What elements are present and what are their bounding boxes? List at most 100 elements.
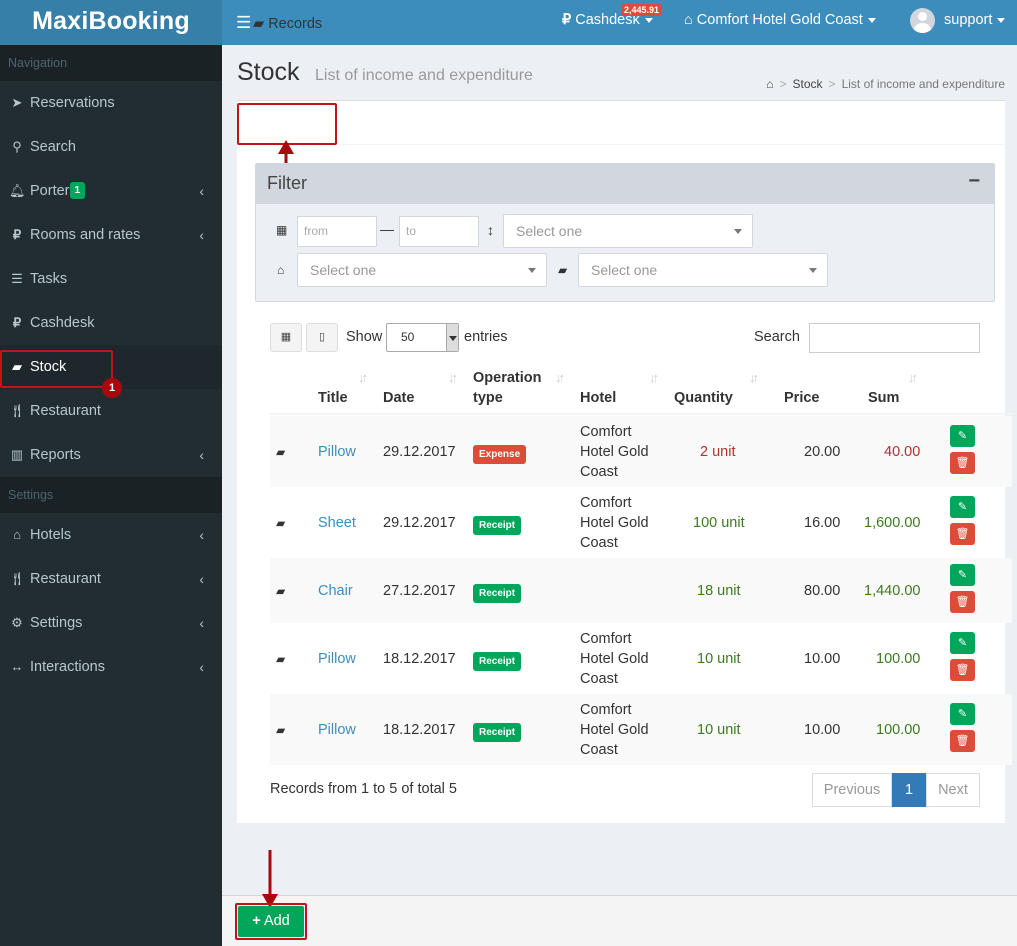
calendar-icon: ▦ (276, 223, 288, 237)
row-price: 16.00 (804, 515, 841, 531)
sidebar-item-search[interactable]: ⚲ Search (0, 125, 222, 169)
sidebar-item-rooms-and-rates[interactable]: ₽ Rooms and rates ‹ (0, 213, 222, 257)
trash-icon[interactable]: 🗑︎ (950, 730, 975, 752)
row-hotel-line: Hotel Gold (580, 722, 649, 738)
sidebar-item-label: Cashdesk (30, 315, 95, 331)
row-hotel-line: Hotel Gold (580, 444, 649, 460)
pdf-export-icon[interactable]: ▯ (306, 323, 338, 352)
sidebar-item-label: Tasks (30, 271, 68, 287)
search-input[interactable] (809, 323, 980, 353)
chevron-left-icon: ‹ (199, 527, 204, 543)
tab-records[interactable]: ▰ Records (239, 0, 339, 45)
filter-header (256, 164, 994, 204)
header-divider (270, 413, 1012, 415)
sort-icon[interactable]: ↓↑ (555, 370, 565, 385)
select-value: Select one (591, 262, 658, 278)
chevron-down-icon (528, 268, 536, 273)
operation-type-select[interactable]: Select one (503, 214, 753, 248)
chevron-left-icon: ‹ (199, 571, 204, 587)
row-title-link[interactable]: Sheet (318, 515, 356, 531)
column-header-operation[interactable]: Operation (473, 370, 542, 386)
table-row (270, 694, 1012, 765)
sort-icon[interactable]: ↓↑ (649, 370, 659, 385)
column-header-price[interactable]: Price (784, 390, 820, 406)
row-sum: 1,440.00 (864, 583, 921, 599)
sidebar-item-cashdesk[interactable]: ₽ Cashdesk (0, 301, 222, 345)
row-title-link[interactable]: Pillow (318, 444, 356, 460)
home-icon[interactable]: ⌂ (766, 77, 774, 91)
row-type: Expense (473, 443, 527, 464)
chevron-down-icon (734, 229, 742, 234)
annotation-arrow-down (262, 850, 278, 908)
edit-icon[interactable]: ✎ (950, 564, 975, 586)
row-title-link[interactable]: Chair (318, 583, 353, 599)
sidebar-item-settings[interactable]: ⚙ Settings ‹ (0, 601, 222, 645)
sidebar-item-hotels[interactable]: ⌂ Hotels ‹ (0, 513, 222, 557)
date-range-dash: — (380, 221, 394, 237)
collapse-icon[interactable]: − (968, 170, 980, 192)
arrows-h-icon: ↔ (10, 659, 24, 674)
excel-export-icon[interactable]: ▦ (270, 323, 302, 352)
row-hotel-line: Comfort (580, 702, 632, 718)
home-icon: ⌂ (277, 263, 285, 277)
row-type: Receipt (473, 721, 522, 742)
hotel-select[interactable]: Select one (297, 253, 547, 287)
sidebar-item-restaurant[interactable]: 🍴︎ Restaurant (0, 389, 222, 433)
chevron-down-icon (867, 17, 876, 23)
edit-icon[interactable]: ✎ (950, 496, 975, 518)
sidebar-item-reservations[interactable]: ➤ Reservations (0, 81, 222, 125)
sort-icon[interactable]: ↓↑ (448, 370, 458, 385)
sidebar-item-interactions[interactable]: ↔ Interactions ‹ (0, 645, 222, 689)
sidebar-item-reports[interactable]: ▥ Reports ‹ (0, 433, 222, 477)
row-title-link[interactable]: Pillow (318, 722, 356, 738)
add-button[interactable]: + Add (238, 906, 304, 937)
sidebar-item-porter[interactable]: 🔔︎ Porter 1 ‹ (0, 169, 222, 213)
footer-bar (222, 895, 1017, 946)
user-avatar[interactable] (910, 8, 935, 33)
sort-icon[interactable]: ↓↑ (908, 370, 918, 385)
breadcrumb-current: List of income and expenditure (841, 77, 1005, 91)
user-menu[interactable]: support (944, 0, 1006, 45)
sidebar-toggle-icon[interactable]: ☰ (236, 13, 252, 32)
hotel-menu[interactable]: ⌂ Comfort Hotel Gold Coast (684, 0, 876, 45)
trash-icon[interactable]: 🗑︎ (950, 523, 975, 545)
sidebar-item-label: Porter (30, 183, 70, 199)
column-header-hotel[interactable]: Hotel (580, 390, 617, 406)
trash-icon[interactable]: 🗑︎ (950, 591, 975, 613)
row-title-link[interactable]: Pillow (318, 651, 356, 667)
pagination-page-1[interactable]: 1 (892, 773, 926, 807)
column-header-date[interactable]: Date (383, 390, 415, 406)
app-logo[interactable]: MaxiBooking (0, 0, 222, 45)
column-header-sum[interactable]: Sum (868, 390, 900, 406)
date-from-field[interactable]: from (297, 216, 377, 247)
row-date: 18.12.2017 (383, 651, 456, 667)
page-subtitle: List of income and expenditure (315, 67, 533, 84)
edit-icon[interactable]: ✎ (950, 425, 975, 447)
item-select[interactable]: Select one (578, 253, 828, 287)
pagination-previous[interactable]: Previous (812, 773, 892, 807)
column-header-title[interactable]: Title (318, 390, 348, 406)
breadcrumb-stock[interactable]: Stock (792, 77, 823, 91)
book-icon: ▰ (276, 584, 286, 598)
chevron-down-icon (644, 17, 653, 23)
cashdesk-menu[interactable]: ₽ Cashdesk (562, 0, 653, 45)
chevron-left-icon: ‹ (199, 659, 204, 675)
trash-icon[interactable]: 🗑︎ (950, 452, 975, 474)
edit-icon[interactable]: ✎ (950, 703, 975, 725)
sort-icon[interactable]: ↓↑ (358, 370, 368, 385)
sidebar-item-tasks[interactable]: ☰ Tasks (0, 257, 222, 301)
date-to-field[interactable]: to (399, 216, 479, 247)
row-price: 10.00 (804, 651, 841, 667)
edit-icon[interactable]: ✎ (950, 632, 975, 654)
sidebar-item-restaurant-settings[interactable]: 🍴︎ Restaurant ‹ (0, 557, 222, 601)
chevron-down-icon (809, 268, 817, 273)
tab-remaining[interactable]: ▰ Remaining (361, 0, 446, 45)
column-header-type[interactable]: type (473, 390, 503, 406)
trash-icon[interactable]: 🗑︎ (950, 659, 975, 681)
column-header-quantity[interactable]: Quantity (674, 390, 733, 406)
row-date: 29.12.2017 (383, 444, 456, 460)
hotel-label: Comfort Hotel Gold Coast (696, 12, 863, 28)
sort-icon[interactable]: ↓↑ (749, 370, 759, 385)
page-size-select[interactable]: 50 (386, 323, 459, 352)
pagination-next[interactable]: Next (926, 773, 980, 807)
